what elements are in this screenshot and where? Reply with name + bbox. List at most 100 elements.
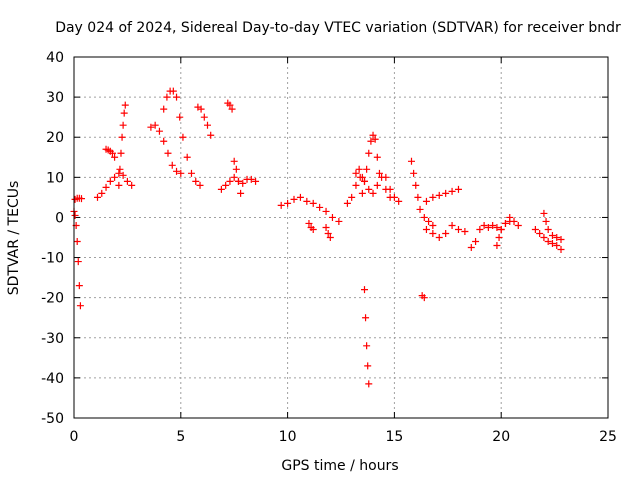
data-point bbox=[407, 157, 415, 165]
data-point bbox=[316, 203, 324, 211]
data-point bbox=[183, 153, 191, 161]
series-arc25 bbox=[493, 213, 522, 250]
data-point bbox=[147, 123, 155, 131]
data-point bbox=[382, 173, 390, 181]
data-points bbox=[70, 87, 565, 388]
data-point bbox=[239, 179, 247, 187]
data-point bbox=[531, 225, 539, 233]
data-point bbox=[176, 113, 184, 121]
data-point bbox=[352, 169, 360, 177]
data-point bbox=[495, 234, 503, 241]
y-tick-label: 20 bbox=[46, 130, 64, 146]
series-arc02 bbox=[71, 194, 85, 203]
series-arc18 bbox=[382, 173, 403, 205]
data-point bbox=[425, 217, 433, 225]
chart-title: Day 024 of 2024, Sidereal Day-to-day VTE… bbox=[55, 20, 621, 36]
data-point bbox=[173, 93, 181, 101]
data-point bbox=[75, 282, 83, 290]
data-point bbox=[514, 221, 522, 229]
data-point bbox=[369, 131, 377, 139]
series-arc08 bbox=[194, 103, 215, 139]
data-point bbox=[422, 225, 430, 233]
data-point bbox=[506, 213, 514, 221]
y-tick-label: -10 bbox=[41, 251, 64, 267]
data-point bbox=[115, 181, 123, 189]
data-point bbox=[207, 131, 215, 139]
data-point bbox=[237, 189, 245, 197]
x-tick-label: 15 bbox=[385, 429, 403, 445]
data-point bbox=[230, 157, 238, 165]
series-arc17 bbox=[352, 165, 366, 181]
series-arc06 bbox=[147, 121, 185, 177]
data-point bbox=[363, 342, 371, 350]
series-arc20 bbox=[407, 157, 437, 229]
data-point bbox=[412, 181, 420, 189]
series-arc16 bbox=[358, 131, 383, 197]
data-point bbox=[228, 105, 236, 113]
series-arc03 bbox=[93, 169, 136, 201]
data-point bbox=[326, 234, 334, 241]
data-point bbox=[119, 121, 127, 129]
data-point bbox=[247, 175, 255, 183]
data-point bbox=[296, 193, 304, 201]
x-tick-label: 25 bbox=[599, 429, 617, 445]
data-point bbox=[510, 217, 518, 225]
data-point bbox=[422, 197, 430, 205]
series-arc12 bbox=[277, 193, 343, 225]
data-point bbox=[93, 193, 101, 201]
x-axis-label: GPS time / hours bbox=[281, 458, 398, 474]
axis-ticks: 0 5 10 15 20 25 -50 -40 -30 -20 -10 0 10 20 30 40 bbox=[41, 50, 617, 445]
data-point bbox=[489, 221, 497, 229]
data-point bbox=[164, 149, 172, 157]
series-arc11 bbox=[230, 157, 245, 197]
data-point bbox=[497, 225, 505, 233]
data-point bbox=[309, 225, 317, 233]
data-point bbox=[98, 189, 106, 197]
data-point bbox=[548, 240, 556, 248]
data-point bbox=[493, 223, 501, 231]
data-point bbox=[480, 221, 488, 229]
data-point bbox=[179, 133, 187, 141]
data-point bbox=[160, 105, 168, 113]
data-point bbox=[309, 199, 317, 207]
data-point bbox=[358, 189, 366, 197]
data-point bbox=[542, 217, 550, 225]
data-point bbox=[454, 225, 462, 233]
data-point bbox=[484, 223, 492, 231]
data-point bbox=[540, 234, 548, 241]
data-point bbox=[360, 177, 368, 185]
data-point bbox=[102, 183, 110, 191]
data-point bbox=[73, 238, 81, 246]
series-arc26 bbox=[531, 225, 565, 254]
data-point bbox=[429, 229, 437, 237]
data-point bbox=[232, 165, 240, 173]
data-point bbox=[540, 209, 548, 217]
data-point bbox=[536, 229, 544, 237]
data-point bbox=[324, 229, 332, 237]
data-point bbox=[111, 153, 119, 161]
data-point bbox=[476, 225, 484, 233]
data-point bbox=[501, 219, 509, 227]
series-arc07 bbox=[160, 87, 204, 189]
data-point bbox=[169, 87, 177, 95]
data-point bbox=[322, 207, 330, 215]
data-point bbox=[454, 185, 462, 193]
data-point bbox=[420, 213, 428, 221]
data-point bbox=[364, 362, 372, 370]
data-point bbox=[303, 197, 311, 205]
data-point bbox=[429, 193, 437, 201]
data-point bbox=[363, 165, 371, 173]
data-point bbox=[365, 149, 373, 157]
data-point bbox=[217, 185, 225, 193]
data-point bbox=[151, 121, 159, 129]
data-point bbox=[386, 185, 394, 193]
y-tick-label: -50 bbox=[41, 411, 64, 427]
data-point bbox=[390, 193, 398, 201]
data-point bbox=[467, 244, 475, 252]
data-point bbox=[226, 177, 234, 185]
data-point bbox=[117, 149, 125, 157]
data-point bbox=[305, 219, 313, 227]
data-point bbox=[121, 101, 129, 109]
data-point bbox=[365, 380, 373, 388]
data-point bbox=[420, 294, 428, 302]
